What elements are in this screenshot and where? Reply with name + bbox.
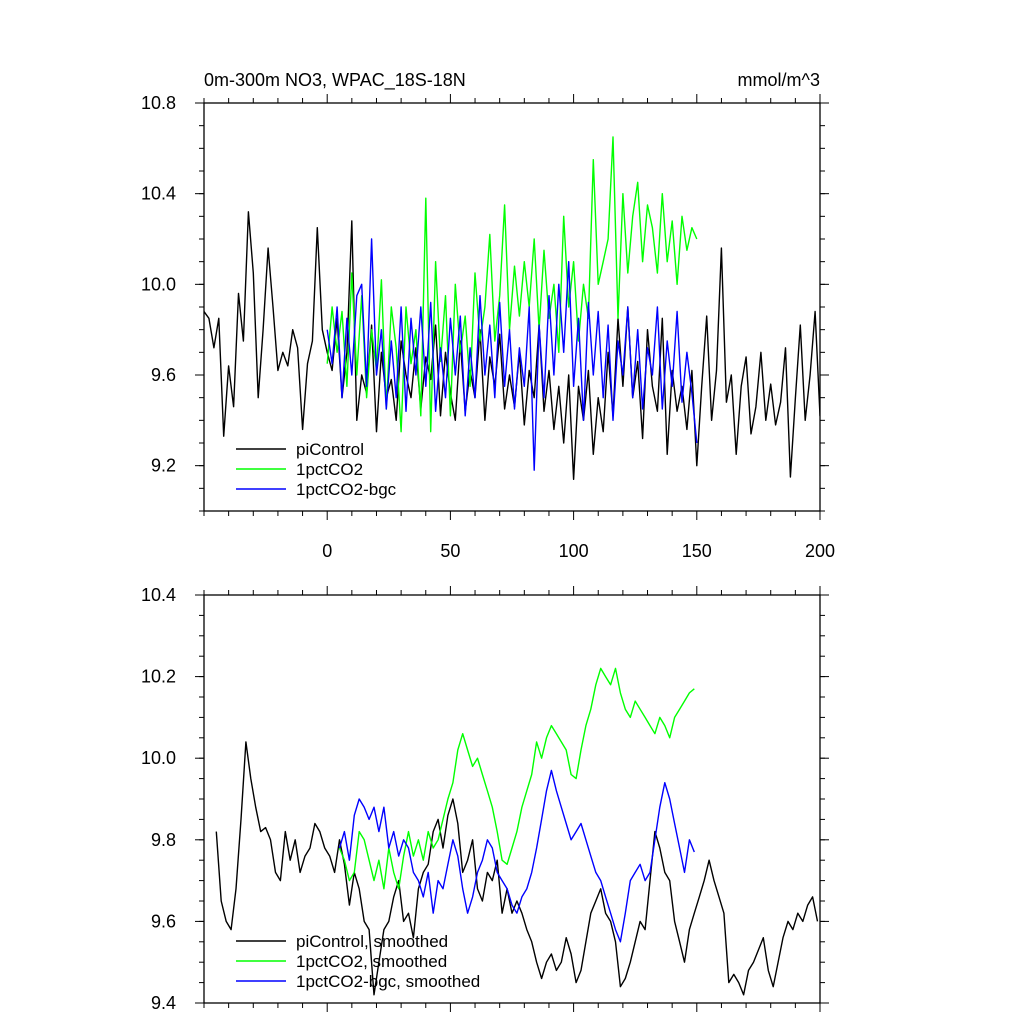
chart-title: 0m-300m NO3, WPAC_18S-18N: [204, 70, 466, 91]
series-line-top-1: [326, 136, 698, 433]
chart-units: mmol/m^3: [738, 70, 820, 90]
legend-label: piControl, smoothed: [296, 932, 448, 951]
top-panel-y-tick-labels: 9.2 9.6 10.0 10.4 10.8: [141, 93, 176, 476]
x-tick-label: 200: [805, 541, 835, 561]
y-tick-label: 9.6: [151, 911, 176, 931]
y-tick-label: 10.8: [141, 93, 176, 113]
top-panel-x-tick-labels: 0 50 100 150 200: [322, 541, 835, 561]
legend-label: 1pctCO2-bgc: [296, 480, 397, 499]
x-tick-label: 100: [559, 541, 589, 561]
top-panel-ticks: [195, 94, 829, 520]
bottom-panel: 9.4 9.6 9.8 10.0 10.2 10.4 piControl, smoothe…: [141, 585, 829, 1013]
bottom-panel-series: [215, 667, 819, 996]
x-tick-label: 50: [440, 541, 460, 561]
legend-label: 1pctCO2-bgc, smoothed: [296, 972, 480, 991]
x-tick-label: 0: [322, 541, 332, 561]
y-tick-label: 10.4: [141, 585, 176, 605]
bottom-panel-y-tick-labels: 9.4 9.6 9.8 10.0 10.2 10.4: [141, 585, 176, 1013]
y-tick-label: 10.0: [141, 274, 176, 294]
y-tick-label: 9.2: [151, 456, 176, 476]
top-panel: 9.2 9.6 10.0 10.4 10.8 0 50 100 150 200 0m-300m …: [141, 70, 835, 561]
legend-label: 1pctCO2: [296, 460, 363, 479]
legend-label: piControl: [296, 440, 364, 459]
bottom-panel-ticks: [195, 586, 829, 1012]
y-tick-label: 10.4: [141, 184, 176, 204]
series-line-bottom-2: [338, 769, 695, 943]
y-tick-label: 9.6: [151, 365, 176, 385]
legend-label: 1pctCO2, smoothed: [296, 952, 447, 971]
x-tick-label: 150: [682, 541, 712, 561]
y-tick-label: 9.4: [151, 993, 176, 1013]
y-tick-label: 10.0: [141, 748, 176, 768]
top-panel-series: [204, 136, 820, 480]
y-tick-label: 9.8: [151, 830, 176, 850]
y-tick-label: 10.2: [141, 667, 176, 687]
series-line-bottom-1: [338, 667, 695, 890]
series-line-bottom-0: [215, 741, 819, 996]
series-line-top-2: [326, 238, 698, 471]
